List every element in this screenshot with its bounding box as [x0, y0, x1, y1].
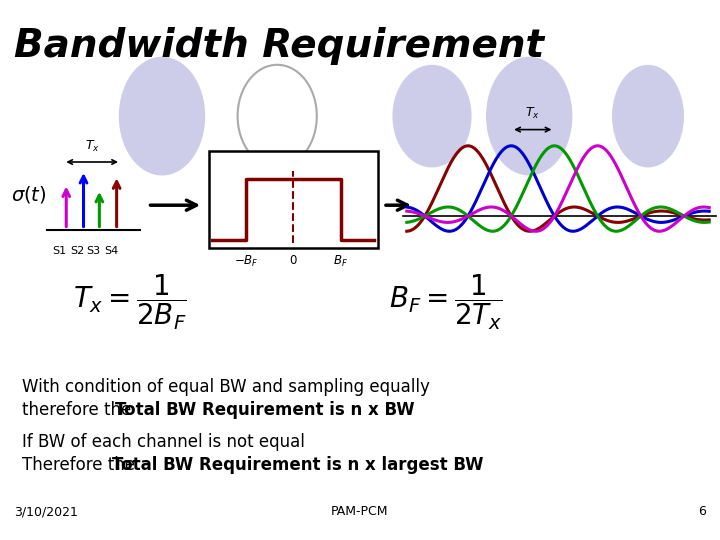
Text: Total BW Requirement is n x BW: Total BW Requirement is n x BW — [115, 401, 415, 418]
Text: $\sigma(t)$: $\sigma(t)$ — [11, 184, 46, 205]
Text: $0$: $0$ — [289, 254, 297, 267]
Text: $T_x$: $T_x$ — [526, 106, 540, 122]
Ellipse shape — [119, 57, 205, 176]
Text: Therefore the: Therefore the — [22, 456, 140, 474]
Ellipse shape — [612, 65, 684, 167]
Ellipse shape — [392, 65, 472, 167]
Text: $-B_F$: $-B_F$ — [234, 254, 258, 269]
Text: $B_F = \dfrac{1}{2T_x}$: $B_F = \dfrac{1}{2T_x}$ — [390, 273, 503, 332]
Text: therefore the: therefore the — [22, 401, 136, 418]
Text: S4: S4 — [104, 246, 119, 256]
Text: Bandwidth Requirement: Bandwidth Requirement — [14, 27, 544, 65]
Text: With condition of equal BW and sampling equally: With condition of equal BW and sampling … — [22, 378, 429, 396]
Text: If BW of each channel is not equal: If BW of each channel is not equal — [22, 433, 305, 451]
Text: $T_x$: $T_x$ — [85, 139, 99, 154]
Text: S3: S3 — [86, 246, 101, 256]
Text: 3/10/2021: 3/10/2021 — [14, 505, 78, 518]
Text: S2: S2 — [71, 246, 85, 256]
Bar — [209, 151, 378, 248]
Text: Total BW Requirement is n x largest BW: Total BW Requirement is n x largest BW — [112, 456, 483, 474]
Text: $B_F$: $B_F$ — [333, 254, 348, 269]
Text: 6: 6 — [698, 505, 706, 518]
Text: S1: S1 — [52, 246, 66, 256]
Ellipse shape — [486, 57, 572, 176]
Text: $T_x = \dfrac{1}{2B_F}$: $T_x = \dfrac{1}{2B_F}$ — [73, 273, 186, 332]
Text: PAM-PCM: PAM-PCM — [331, 505, 389, 518]
